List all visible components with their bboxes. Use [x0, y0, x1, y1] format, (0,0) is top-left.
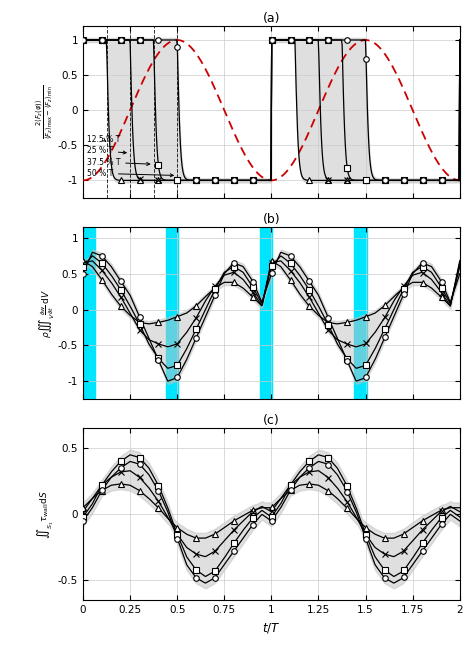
- X-axis label: $t/T$: $t/T$: [262, 620, 281, 635]
- Bar: [83, 227, 95, 399]
- Y-axis label: $\iint_{S_1}\tau_{\mathrm{wall}}\mathrm{d}S$: $\iint_{S_1}\tau_{\mathrm{wall}}\mathrm{…: [36, 490, 56, 539]
- Y-axis label: $\rho\iiint_V \frac{\partial w}{\partial t}\,\mathrm{d}V$: $\rho\iiint_V \frac{\partial w}{\partial…: [37, 289, 56, 337]
- Text: 25 % T: 25 % T: [87, 147, 126, 155]
- Title: (b): (b): [263, 213, 280, 226]
- Text: 50 % T: 50 % T: [87, 169, 173, 178]
- Title: (c): (c): [263, 414, 280, 427]
- Text: 12.5 % T: 12.5 % T: [87, 135, 120, 144]
- Text: 37.5 % T: 37.5 % T: [87, 158, 150, 167]
- Bar: [166, 227, 178, 399]
- Bar: [260, 227, 272, 399]
- Bar: [354, 227, 366, 399]
- Title: (a): (a): [263, 12, 280, 25]
- Legend: $D = 12.5\,\%$, $D = 25\,\%$, $D = 37.5\,\%$, $D = 50\,\%$: $D = 12.5\,\%$, $D = 25\,\%$, $D = 37.5\…: [135, 231, 408, 249]
- Y-axis label: $\frac{2\langle F_z(\varphi)\rangle}{\langle F_z\rangle_{\mathrm{max}}-\langle F: $\frac{2\langle F_z(\varphi)\rangle}{\la…: [34, 85, 55, 139]
